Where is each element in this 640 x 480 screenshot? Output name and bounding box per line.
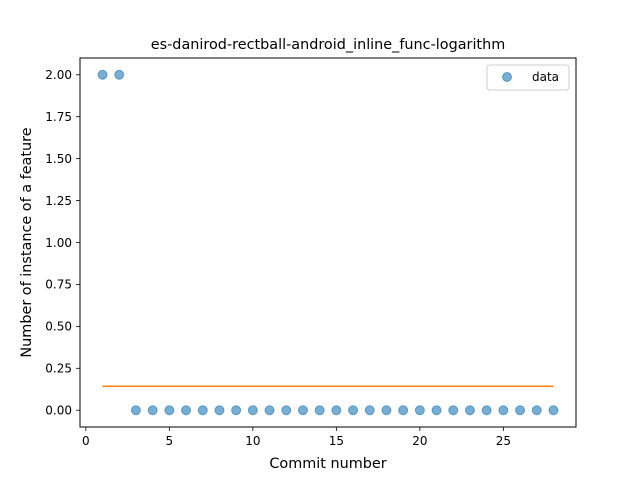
data-point [247,405,258,416]
plot-area: 0 5 10 15 20 25 0.00 0.25 0.50 0.75 1.00 1.25 1.50 1.… [45,68,559,448]
data-point [348,405,359,416]
axes-frame [79,57,577,428]
y-tick-label: 1.25 [45,194,72,208]
data-point [164,405,175,416]
data-point [531,405,542,416]
chart-title: es-danirod-rectball-android_inline_func-… [151,37,505,53]
legend-label: data [532,70,559,84]
data-point [97,69,108,80]
y-tick-label: 1.75 [45,110,72,124]
x-tick-label: 15 [329,434,344,448]
data-point [464,405,475,416]
y-tick-label: 0.25 [45,362,72,376]
data-point [231,405,242,416]
legend-marker [502,72,512,82]
x-tick-label: 20 [412,434,427,448]
data-point [314,405,325,416]
data-point [431,405,442,416]
data-point [515,405,526,416]
data-point [281,405,292,416]
x-axis-label: Commit number [269,456,386,472]
data-point [398,405,409,416]
legend-box [486,64,570,91]
data-point [114,69,125,80]
data-point [181,405,192,416]
data-point [381,405,392,416]
data-point [197,405,208,416]
y-tick-label: 1.50 [45,152,72,166]
x-tick-label: 25 [496,434,511,448]
data-point [448,405,459,416]
data-point [147,405,158,416]
x-tick-label: 5 [166,434,174,448]
y-tick-label: 0.75 [45,278,72,292]
data-point [297,405,308,416]
data-point [481,405,492,416]
y-tick-label: 0.50 [45,320,72,334]
x-tick-label: 0 [82,434,90,448]
data-point [264,405,275,416]
data-point [214,405,225,416]
data-point [498,405,509,416]
data-point [364,405,375,416]
data-point [414,405,425,416]
data-point [130,405,141,416]
y-tick-label: 1.00 [45,236,72,250]
y-axis-label: Number of instance of a feature [19,127,35,357]
x-tick-label: 10 [245,434,260,448]
y-tick-label: 0.00 [45,404,72,418]
legend: data [486,64,570,91]
data-point [548,405,559,416]
data-point [331,405,342,416]
y-tick-label: 2.00 [45,68,72,82]
